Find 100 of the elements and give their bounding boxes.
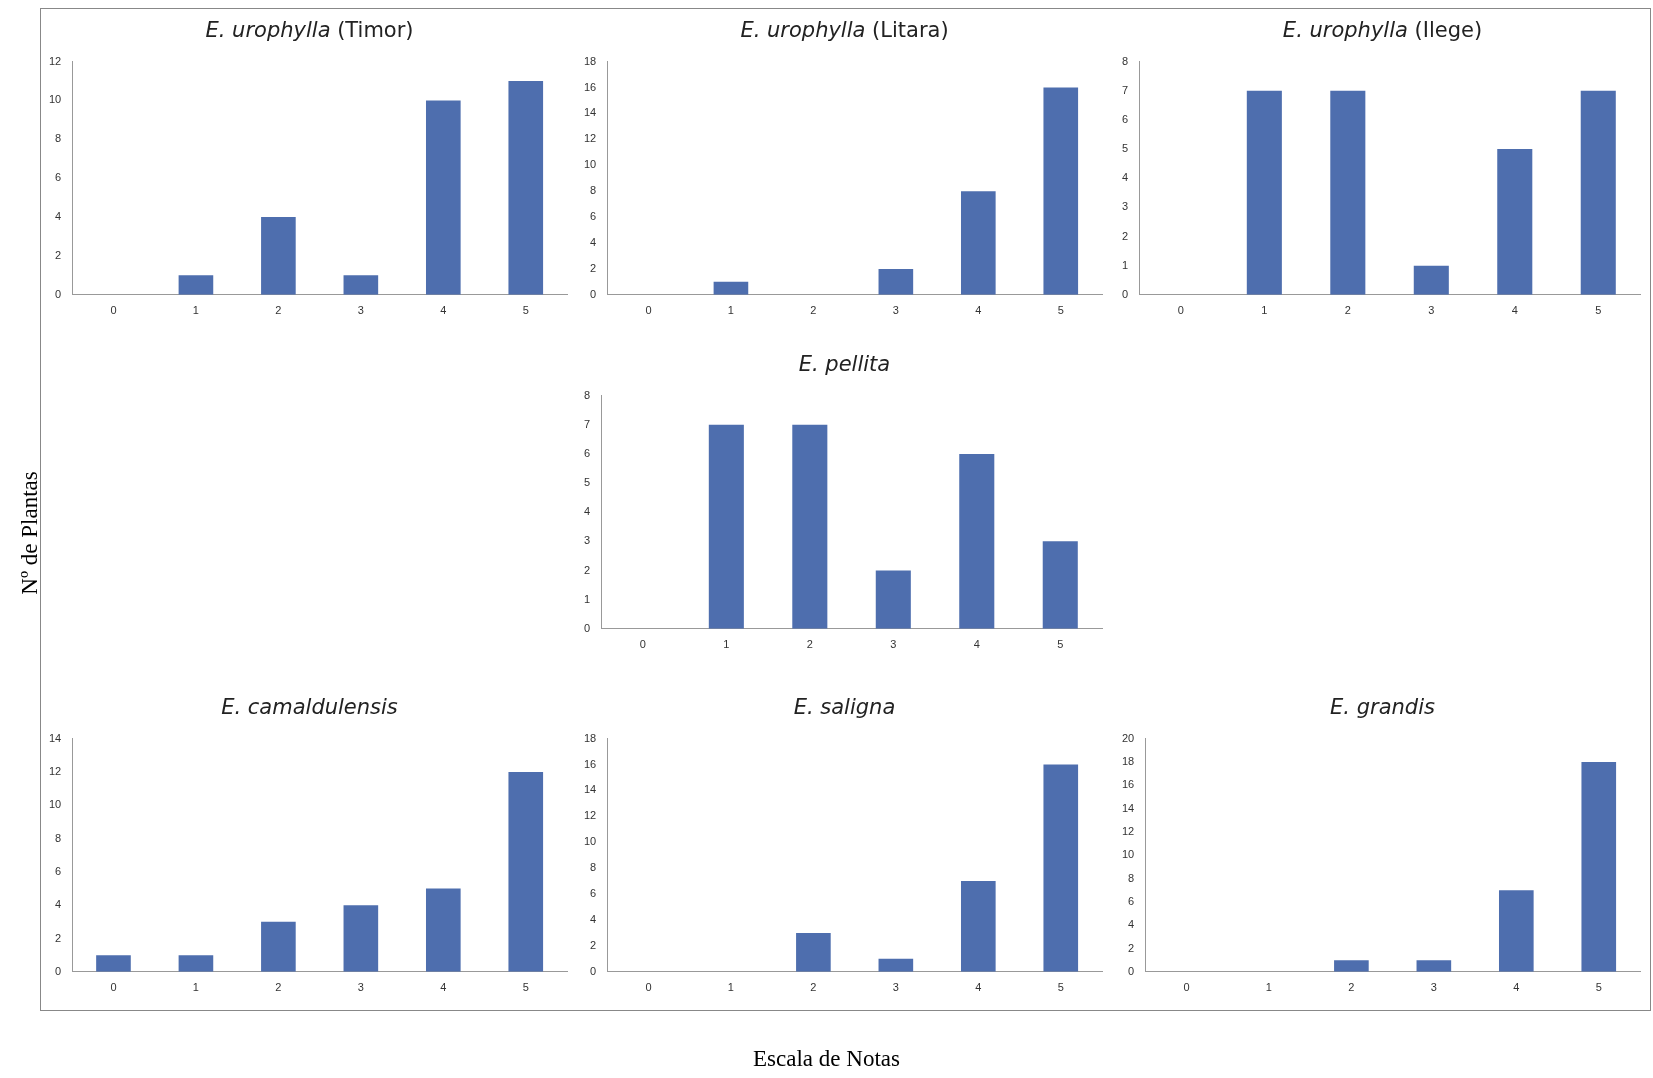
x-tick-label: 1 bbox=[1265, 981, 1272, 994]
bar bbox=[508, 81, 544, 295]
x-tick-label: 2 bbox=[1344, 304, 1351, 317]
y-tick-label: 2 bbox=[55, 248, 62, 261]
y-tick-label: 8 bbox=[590, 184, 597, 197]
y-tick-label: 18 bbox=[583, 54, 597, 67]
y-tick-label: 8 bbox=[1128, 871, 1135, 884]
y-tick-label: 20 bbox=[1121, 731, 1135, 744]
x-tick-label: 4 bbox=[440, 981, 447, 994]
bar bbox=[1330, 90, 1366, 295]
y-tick-label: 4 bbox=[1121, 171, 1129, 184]
x-tick-label: 0 bbox=[1177, 304, 1184, 317]
bar bbox=[1413, 265, 1449, 295]
x-tick-label: 5 bbox=[522, 304, 529, 317]
y-tick-label: 0 bbox=[1121, 287, 1129, 300]
y-tick-label: 4 bbox=[55, 898, 62, 911]
x-tick-label: 2 bbox=[810, 981, 817, 994]
bar bbox=[425, 888, 461, 972]
y-tick-label: 18 bbox=[1121, 754, 1135, 767]
y-tick-label: 5 bbox=[1121, 142, 1129, 155]
y-tick-label: 2 bbox=[590, 938, 597, 951]
x-tick-label: 0 bbox=[645, 304, 652, 317]
y-tick-label: 16 bbox=[1121, 778, 1135, 791]
y-tick-label: 6 bbox=[590, 887, 597, 900]
y-tick-label: 0 bbox=[583, 621, 591, 634]
x-tick-label: 3 bbox=[890, 638, 897, 651]
x-tick-label: 5 bbox=[1595, 304, 1602, 317]
x-tick-label: 2 bbox=[275, 981, 282, 994]
x-tick-label: 2 bbox=[810, 304, 817, 317]
y-tick-label: 8 bbox=[55, 132, 62, 145]
chart-title: E. grandis bbox=[1330, 695, 1435, 719]
bar bbox=[713, 281, 749, 295]
y-tick-label: 6 bbox=[55, 864, 62, 877]
bar bbox=[1043, 87, 1079, 295]
y-tick-label: 10 bbox=[48, 798, 62, 811]
bar bbox=[343, 905, 379, 972]
y-tick-label: 6 bbox=[55, 171, 62, 184]
y-tick-label: 6 bbox=[590, 210, 597, 223]
bar bbox=[1246, 90, 1282, 295]
y-tick-label: 0 bbox=[590, 964, 597, 977]
y-tick-label: 0 bbox=[55, 964, 62, 977]
x-tick-label: 0 bbox=[645, 981, 652, 994]
bar bbox=[878, 958, 914, 972]
bar bbox=[875, 570, 911, 629]
y-tick-label: 7 bbox=[583, 417, 591, 430]
y-tick-label: 4 bbox=[1128, 918, 1135, 931]
x-tick-label: 4 bbox=[440, 304, 447, 317]
x-tick-label: 5 bbox=[522, 981, 529, 994]
bar bbox=[425, 100, 461, 295]
y-tick-label: 5 bbox=[583, 476, 591, 489]
x-tick-label: 2 bbox=[1348, 981, 1355, 994]
bar bbox=[708, 424, 744, 629]
bar bbox=[1581, 761, 1617, 972]
y-tick-label: 6 bbox=[1128, 894, 1135, 907]
bar bbox=[1042, 541, 1078, 629]
bar bbox=[178, 275, 214, 295]
y-tick-label: 8 bbox=[590, 861, 597, 874]
y-tick-label: 7 bbox=[1121, 83, 1129, 96]
bar bbox=[178, 955, 214, 972]
y-tick-label: 2 bbox=[1128, 941, 1135, 954]
x-tick-label: 1 bbox=[723, 638, 730, 651]
x-tick-label: 0 bbox=[1183, 981, 1190, 994]
chart-title: E. urophylla (Timor) bbox=[204, 18, 415, 42]
y-tick-label: 16 bbox=[583, 757, 597, 770]
x-tick-label: 3 bbox=[1430, 981, 1437, 994]
y-tick-label: 2 bbox=[1121, 229, 1129, 242]
x-tick-label: 3 bbox=[892, 981, 899, 994]
bar bbox=[959, 453, 995, 629]
y-tick-label: 10 bbox=[583, 835, 597, 848]
y-tick-label: 8 bbox=[583, 388, 591, 401]
bar bbox=[261, 921, 296, 972]
bar bbox=[1498, 890, 1534, 972]
y-tick-label: 4 bbox=[590, 236, 597, 249]
bar bbox=[960, 191, 996, 295]
x-tick-label: 1 bbox=[727, 981, 734, 994]
y-tick-label: 1 bbox=[583, 592, 591, 605]
x-tick-label: 2 bbox=[806, 638, 813, 651]
x-tick-label: 5 bbox=[1057, 981, 1064, 994]
text: Escala de Notas bbox=[752, 1046, 901, 1072]
chart-title: E. urophylla (Ilege) bbox=[1281, 18, 1484, 42]
y-tick-label: 10 bbox=[48, 93, 62, 106]
y-tick-label: 18 bbox=[583, 731, 597, 744]
x-tick-label: 4 bbox=[975, 304, 982, 317]
y-tick-label: 3 bbox=[583, 534, 591, 547]
bar bbox=[878, 268, 914, 295]
chart-title: E. pellita bbox=[798, 352, 891, 376]
bar bbox=[1334, 960, 1369, 972]
chart-title: E. urophylla (Litara) bbox=[739, 18, 950, 42]
x-tick-label: 2 bbox=[275, 304, 282, 317]
y-tick-label: 10 bbox=[583, 158, 597, 171]
y-tick-label: 14 bbox=[48, 731, 62, 744]
bar bbox=[1043, 764, 1079, 972]
y-tick-label: 14 bbox=[583, 106, 597, 119]
y-tick-label: 10 bbox=[1121, 848, 1135, 861]
bar bbox=[261, 217, 296, 295]
x-tick-label: 4 bbox=[975, 981, 982, 994]
x-tick-label: 1 bbox=[192, 981, 199, 994]
y-tick-label: 4 bbox=[55, 210, 62, 223]
x-tick-label: 0 bbox=[639, 638, 646, 651]
y-tick-label: 12 bbox=[583, 809, 597, 822]
